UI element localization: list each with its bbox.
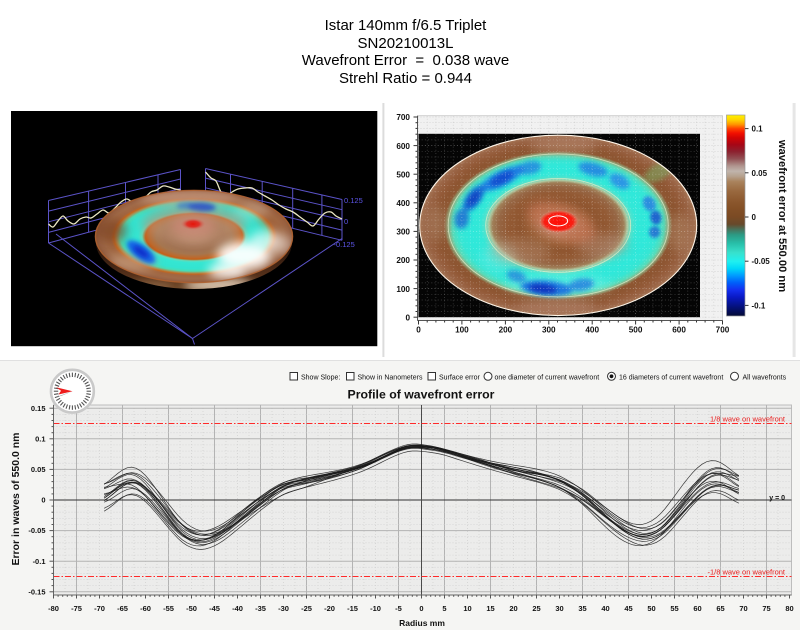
svg-text:-60: -60 [140,604,151,613]
svg-text:Error in waves of 550.0 nm: Error in waves of 550.0 nm [10,432,22,565]
svg-text:50: 50 [647,604,655,613]
svg-text:wavefront error at 550.00 nm: wavefront error at 550.00 nm [776,139,788,292]
svg-text:200: 200 [499,326,513,335]
svg-text:500: 500 [629,326,643,335]
svg-text:500: 500 [396,170,410,179]
svg-text:0.1: 0.1 [752,125,764,134]
svg-text:20: 20 [509,604,517,613]
svg-text:Radius mm: Radius mm [399,618,445,628]
svg-text:-0.05: -0.05 [752,257,771,266]
svg-text:All wavefronts: All wavefronts [743,374,787,381]
svg-text:-45: -45 [209,604,220,613]
svg-text:-0.05: -0.05 [28,526,45,535]
svg-text:100: 100 [396,285,410,294]
svg-text:400: 400 [585,326,599,335]
svg-text:600: 600 [396,142,410,151]
svg-text:45: 45 [624,604,632,613]
svg-text:300: 300 [396,228,410,237]
svg-text:-25: -25 [301,604,312,613]
svg-text:Surface error: Surface error [439,374,481,381]
svg-text:-80: -80 [48,604,59,613]
svg-text:30: 30 [555,604,563,613]
svg-text:35: 35 [578,604,586,613]
svg-text:40: 40 [601,604,609,613]
svg-text:80: 80 [785,604,793,613]
svg-text:-0.1: -0.1 [752,301,766,310]
svg-text:y = 0: y = 0 [769,495,785,502]
svg-text:-40: -40 [232,604,243,613]
svg-text:-15: -15 [347,604,358,613]
svg-text:-55: -55 [163,604,174,613]
svg-text:0.05: 0.05 [31,465,46,474]
svg-text:-0.1: -0.1 [33,557,46,566]
svg-text:75: 75 [762,604,770,613]
svg-text:0: 0 [752,213,757,222]
svg-text:one diameter of current wavefr: one diameter of current wavefront [495,374,600,381]
svg-text:0.1: 0.1 [35,434,45,443]
svg-text:0: 0 [416,326,421,335]
svg-text:0: 0 [41,496,45,505]
svg-text:-1/8 wave on wavefront: -1/8 wave on wavefront [707,568,785,577]
svg-text:700: 700 [716,326,730,335]
svg-text:0: 0 [344,217,348,226]
svg-text:200: 200 [396,256,410,265]
svg-text:0.125: 0.125 [344,196,363,205]
svg-text:-50: -50 [186,604,197,613]
svg-text:10: 10 [463,604,471,613]
svg-text:-65: -65 [117,604,128,613]
svg-text:700: 700 [396,113,410,122]
svg-text:1/8 wave on wavefront: 1/8 wave on wavefront [710,415,786,424]
svg-text:-0.15: -0.15 [28,587,45,596]
svg-text:-0.125: -0.125 [334,240,355,249]
svg-text:Show Slope:: Show Slope: [301,374,340,381]
svg-text:65: 65 [716,604,724,613]
svg-text:300: 300 [542,326,556,335]
svg-text:-75: -75 [71,604,82,613]
svg-text:-30: -30 [278,604,289,613]
svg-text:-70: -70 [94,604,105,613]
svg-text:100: 100 [455,326,469,335]
svg-text:55: 55 [670,604,678,613]
svg-text:-35: -35 [255,604,266,613]
svg-text:16 diameters of current wavefr: 16 diameters of current wavefront [619,374,723,381]
svg-text:0: 0 [419,604,423,613]
svg-text:0.05: 0.05 [752,169,768,178]
svg-text:0.15: 0.15 [31,404,46,413]
svg-text:70: 70 [739,604,747,613]
svg-text:400: 400 [396,199,410,208]
svg-text:60: 60 [693,604,701,613]
svg-text:600: 600 [672,326,686,335]
svg-text:Show in Nanometers: Show in Nanometers [358,374,423,381]
svg-text:-10: -10 [370,604,381,613]
svg-text:0: 0 [405,313,410,322]
svg-text:15: 15 [486,604,494,613]
svg-text:-5: -5 [395,604,402,613]
svg-text:-20: -20 [324,604,335,613]
svg-text:5: 5 [442,604,446,613]
svg-text:25: 25 [532,604,540,613]
svg-text:Profile of wavefront error: Profile of wavefront error [348,388,495,402]
